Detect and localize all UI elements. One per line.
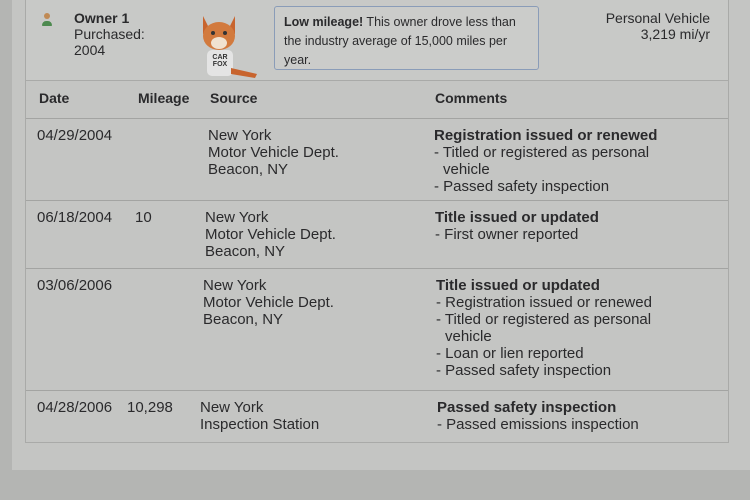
comment-item: - First owner reported [435,226,579,243]
source-line: New York [200,399,264,416]
row-date: 04/29/2004 [37,127,113,144]
header-mileage: Mileage [138,90,190,106]
header-source: Source [210,90,258,106]
comment-title: Passed safety inspection [437,399,617,416]
row-source: New York Motor Vehicle Dept. Beacon, NY [205,209,336,260]
comment-item: - Registration issued or renewed [436,294,652,311]
source-line: Motor Vehicle Dept. [205,226,336,243]
header-date: Date [39,90,70,106]
row-source: New York Motor Vehicle Dept. Beacon, NY [208,127,339,178]
row-date: 04/28/2006 [37,399,113,416]
purchased-year: 2004 [74,42,106,58]
callout-bold: Low mileage! [284,15,364,29]
row-comments: Registration issued or renewed - Titled o… [434,127,684,195]
header-comments: Comments [435,90,508,106]
comment-item: - Passed safety inspection [434,178,610,195]
source-line: Beacon, NY [208,161,289,178]
row-mileage: 10 [135,209,152,226]
row-comments: Title issued or updated - First owner rep… [435,209,685,243]
source-line: Beacon, NY [203,311,284,328]
miles-per-year: 3,219 mi/yr [640,26,710,42]
carfox-mascot [203,16,257,78]
comment-item: - Loan or lien reported [436,345,584,362]
source-line: New York [208,127,272,144]
row-source: New York Motor Vehicle Dept. Beacon, NY [203,277,334,328]
row-source: New York Inspection Station [200,399,319,433]
row-mileage: 10,298 [127,399,173,416]
mascot-shirt-text: CAR FOX [212,54,228,68]
source-line: Motor Vehicle Dept. [203,294,334,311]
source-line: Inspection Station [200,416,320,433]
source-line: New York [205,209,269,226]
row-comments: Passed safety inspection - Passed emissio… [437,399,687,433]
comment-item: - Passed safety inspection [436,362,612,379]
callout-text: This owner drove less than the industry … [284,15,516,67]
divider [26,268,728,269]
comment-item: - Passed emissions inspection [437,416,639,433]
source-line: Motor Vehicle Dept. [208,144,339,161]
row-date: 03/06/2006 [37,277,113,294]
low-mileage-callout: Low mileage! This owner drove less than … [274,6,539,70]
divider [26,118,728,119]
row-comments: Title issued or updated - Registration is… [436,277,686,379]
person-icon [42,13,52,27]
vehicle-type: Personal Vehicle [605,10,710,26]
source-line: Beacon, NY [205,243,286,260]
divider [26,390,728,391]
comment-title: Title issued or updated [435,209,599,226]
owner-name: Owner 1 [74,10,130,26]
history-table: Date Mileage Source Comments [25,80,729,443]
divider [26,200,728,201]
comment-title: Registration issued or renewed [434,127,658,144]
purchased-label: Purchased: [74,26,145,42]
comment-item: - Titled or registered as personal vehic… [436,311,652,345]
comment-item: - Titled or registered as personal vehic… [434,144,650,178]
comment-title: Title issued or updated [436,277,600,294]
source-line: New York [203,277,267,294]
row-date: 06/18/2004 [37,209,113,226]
